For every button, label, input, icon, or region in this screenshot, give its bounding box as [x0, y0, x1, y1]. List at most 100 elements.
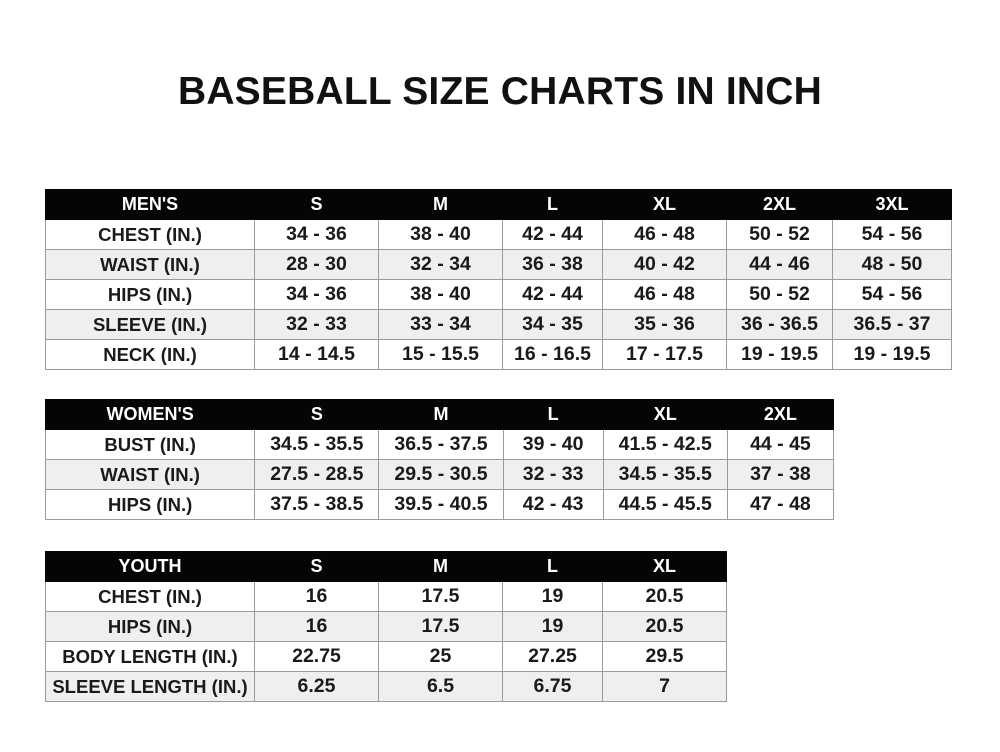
measurement-label: HIPS (IN.): [45, 279, 255, 310]
size-value: 32 - 33: [254, 309, 379, 340]
size-header: XL: [602, 399, 728, 430]
size-value: 15 - 15.5: [378, 339, 503, 370]
measurement-label: WAIST (IN.): [44, 459, 256, 490]
measurement-label: SLEEVE LENGTH (IN.): [45, 671, 255, 702]
header-row: WOMEN'S S M L XL 2XL: [44, 399, 835, 430]
size-value: 20.5: [602, 581, 727, 612]
size-header: M: [378, 551, 503, 582]
size-value: 16: [254, 611, 379, 642]
size-value: 35 - 36: [602, 309, 727, 340]
size-header: M: [378, 399, 504, 430]
size-header: XL: [602, 189, 727, 220]
size-value: 6.25: [254, 671, 379, 702]
size-value: 46 - 48: [602, 279, 727, 310]
measurement-label: HIPS (IN.): [45, 611, 255, 642]
size-header: XL: [602, 551, 727, 582]
size-value: 50 - 52: [726, 219, 833, 250]
header-row: MEN'S S M L XL 2XL 3XL: [45, 189, 952, 220]
size-header: S: [254, 551, 379, 582]
page-title: BASEBALL SIZE CHARTS IN INCH: [177, 70, 823, 113]
size-value: 54 - 56: [832, 219, 952, 250]
size-header: L: [502, 399, 604, 430]
size-value: 7: [602, 671, 727, 702]
table-row: HIPS (IN.) 16 17.5 19 20.5: [45, 611, 727, 642]
table-row: BUST (IN.) 34.5 - 35.5 36.5 - 37.5 39 - 40 4…: [44, 429, 835, 460]
size-value: 16 - 16.5: [502, 339, 603, 370]
size-value: 20.5: [602, 611, 727, 642]
measurement-label: NECK (IN.): [45, 339, 255, 370]
category-header: YOUTH: [45, 551, 255, 582]
table-row: CHEST (IN.) 34 - 36 38 - 40 42 - 44 46 - 48 5…: [45, 219, 952, 250]
size-value: 17.5: [378, 611, 503, 642]
size-value: 19: [502, 611, 603, 642]
size-value: 44.5 - 45.5: [602, 489, 728, 520]
size-header: S: [254, 189, 379, 220]
header-row: YOUTH S M L XL: [45, 551, 727, 582]
size-header: L: [502, 551, 603, 582]
size-value: 22.75: [254, 641, 379, 672]
size-value: 19: [502, 581, 603, 612]
size-value: 42 - 44: [502, 219, 603, 250]
size-value: 27.5 - 28.5: [254, 459, 380, 490]
size-value: 44 - 46: [726, 249, 833, 280]
size-value: 19 - 19.5: [726, 339, 833, 370]
size-value: 14 - 14.5: [254, 339, 379, 370]
size-value: 34.5 - 35.5: [254, 429, 380, 460]
category-header: MEN'S: [45, 189, 255, 220]
size-value: 37 - 38: [726, 459, 835, 490]
size-value: 47 - 48: [726, 489, 835, 520]
youth-size-table: YOUTH S M L XL CHEST (IN.) 16 17.5 19 20.5 HIPS (I…: [45, 551, 727, 702]
measurement-label: WAIST (IN.): [45, 249, 255, 280]
size-value: 25: [378, 641, 503, 672]
size-value: 36 - 38: [502, 249, 603, 280]
size-value: 37.5 - 38.5: [254, 489, 380, 520]
size-value: 54 - 56: [832, 279, 952, 310]
size-value: 33 - 34: [378, 309, 503, 340]
womens-size-table: WOMEN'S S M L XL 2XL BUST (IN.) 34.5 - 35.5 36.5…: [44, 399, 835, 520]
size-value: 41.5 - 42.5: [602, 429, 728, 460]
size-value: 28 - 30: [254, 249, 379, 280]
table-row: WAIST (IN.) 28 - 30 32 - 34 36 - 38 40 - 42 4…: [45, 249, 952, 280]
size-value: 34 - 36: [254, 279, 379, 310]
size-value: 32 - 33: [502, 459, 604, 490]
size-value: 29.5 - 30.5: [378, 459, 504, 490]
measurement-label: CHEST (IN.): [45, 219, 255, 250]
table-row: CHEST (IN.) 16 17.5 19 20.5: [45, 581, 727, 612]
size-value: 32 - 34: [378, 249, 503, 280]
size-value: 50 - 52: [726, 279, 833, 310]
size-value: 19 - 19.5: [832, 339, 952, 370]
size-value: 48 - 50: [832, 249, 952, 280]
table-row: NECK (IN.) 14 - 14.5 15 - 15.5 16 - 16.5 17 …: [45, 339, 952, 370]
size-value: 40 - 42: [602, 249, 727, 280]
size-header: 2XL: [726, 399, 835, 430]
size-header: 3XL: [832, 189, 952, 220]
size-value: 36.5 - 37: [832, 309, 952, 340]
size-value: 39.5 - 40.5: [378, 489, 504, 520]
size-value: 46 - 48: [602, 219, 727, 250]
size-value: 17.5: [378, 581, 503, 612]
category-header: WOMEN'S: [44, 399, 256, 430]
size-value: 6.5: [378, 671, 503, 702]
measurement-label: SLEEVE (IN.): [45, 309, 255, 340]
size-value: 17 - 17.5: [602, 339, 727, 370]
table-row: WAIST (IN.) 27.5 - 28.5 29.5 - 30.5 32 - 33…: [44, 459, 835, 490]
size-value: 44 - 45: [726, 429, 835, 460]
table-row: BODY LENGTH (IN.) 22.75 25 27.25 29.5: [45, 641, 727, 672]
size-header: M: [378, 189, 503, 220]
measurement-label: CHEST (IN.): [45, 581, 255, 612]
size-value: 34 - 36: [254, 219, 379, 250]
size-value: 36 - 36.5: [726, 309, 833, 340]
size-value: 39 - 40: [502, 429, 604, 460]
size-value: 6.75: [502, 671, 603, 702]
size-value: 34.5 - 35.5: [602, 459, 728, 490]
size-value: 38 - 40: [378, 219, 503, 250]
mens-size-table: MEN'S S M L XL 2XL 3XL CHEST (IN.) 34 - 36 38 - 4…: [45, 189, 952, 370]
size-header: S: [254, 399, 380, 430]
table-row: SLEEVE (IN.) 32 - 33 33 - 34 34 - 35 35 - 36…: [45, 309, 952, 340]
size-header: L: [502, 189, 603, 220]
size-value: 16: [254, 581, 379, 612]
measurement-label: BUST (IN.): [44, 429, 256, 460]
table-row: HIPS (IN.) 34 - 36 38 - 40 42 - 44 46 - 48 50…: [45, 279, 952, 310]
size-value: 29.5: [602, 641, 727, 672]
size-value: 42 - 43: [502, 489, 604, 520]
